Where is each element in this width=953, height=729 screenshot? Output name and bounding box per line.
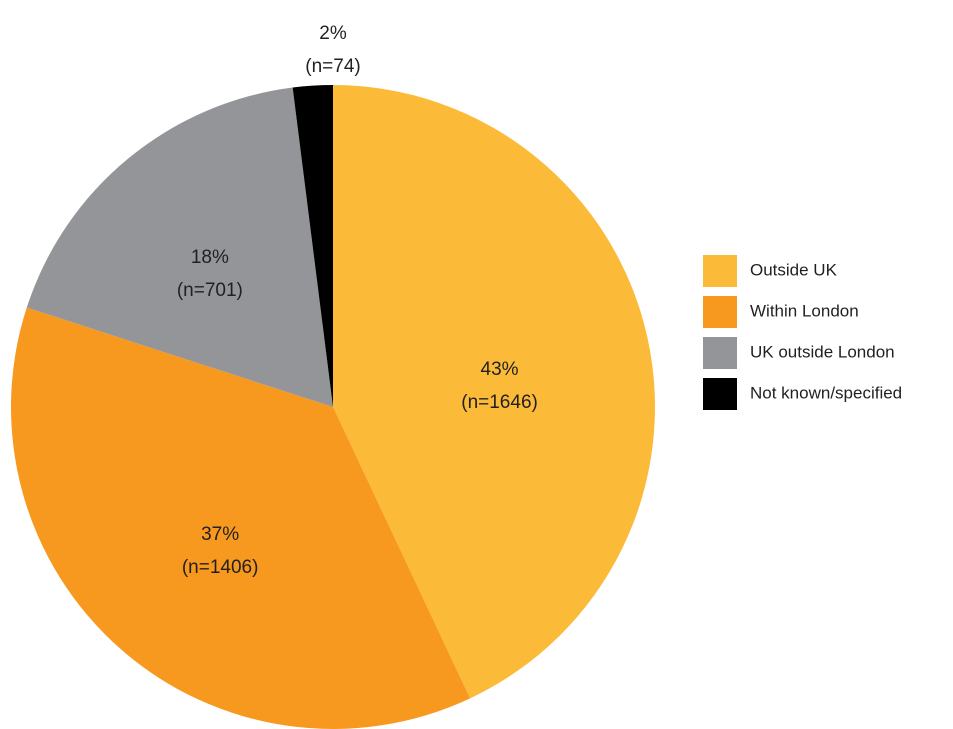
value-label: 43% — [481, 359, 519, 380]
value-label: 2% — [319, 23, 347, 44]
count-label: (n=1646) — [461, 392, 538, 413]
pie-slice — [26, 87, 334, 407]
legend-label: UK outside London — [750, 342, 895, 361]
legend-swatch — [703, 255, 737, 287]
value-label: 37% — [201, 524, 239, 545]
pie-slice — [292, 85, 333, 407]
pie-slice — [10, 307, 471, 729]
legend-swatch — [703, 337, 737, 369]
count-label: (n=74) — [305, 56, 360, 77]
count-label: (n=701) — [177, 280, 243, 301]
legend-label: Within London — [750, 301, 859, 320]
count-label: (n=1406) — [182, 557, 259, 578]
legend-label: Not known/specified — [750, 383, 902, 402]
value-label: 18% — [191, 247, 229, 268]
pie-slice — [333, 85, 656, 699]
legend-swatch — [703, 296, 737, 328]
legend-swatch — [703, 378, 737, 410]
legend-label: Outside UK — [750, 260, 838, 279]
